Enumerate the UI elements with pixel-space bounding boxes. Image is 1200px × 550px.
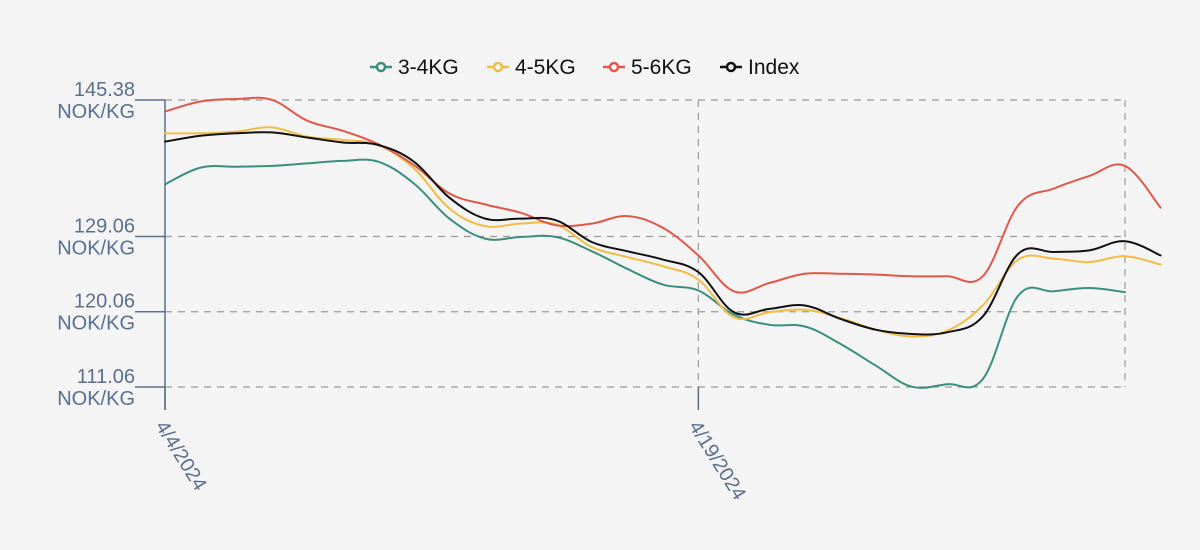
legend-marker-icon: [492, 61, 504, 73]
x-tick-label: 4/19/2024: [684, 417, 750, 504]
y-tick-unit: NOK/KG: [57, 101, 135, 123]
y-tick-value: 120.06: [74, 291, 135, 313]
y-tick-label: 145.38 NOK/KG: [57, 79, 135, 123]
legend-label: Index: [748, 56, 800, 79]
y-tick-unit: NOK/KG: [57, 313, 135, 335]
y-tick-unit: NOK/KG: [57, 237, 135, 259]
y-tick-label: 111.06 NOK/KG: [57, 366, 135, 410]
legend-label: 3-4KG: [398, 56, 459, 79]
y-tick-label: 120.06 NOK/KG: [57, 291, 135, 335]
series-line-index: [164, 131, 1162, 336]
y-tick-unit: NOK/KG: [57, 388, 135, 410]
series-lines: [164, 96, 1162, 389]
x-tick-label: 4/4/2024: [151, 417, 211, 495]
legend-item-5-6kg[interactable]: 5-6KG: [603, 56, 692, 79]
legend-label: 5-6KG: [631, 56, 692, 79]
grid: [165, 99, 1126, 388]
legend-marker-icon: [375, 61, 387, 73]
series-line-3-4kg: [164, 158, 1126, 389]
legend-label: 4-5KG: [515, 56, 576, 79]
legend-item-4-5kg[interactable]: 4-5KG: [487, 56, 576, 79]
legend-marker-icon: [725, 61, 737, 73]
legend-marker-icon: [608, 61, 620, 73]
y-tick-value: 145.38: [74, 79, 135, 101]
y-tick-value: 129.06: [74, 215, 135, 237]
legend: 3-4KG 4-5KG 5-6KG Index: [370, 56, 800, 79]
legend-item-index[interactable]: Index: [720, 56, 800, 79]
legend-item-3-4kg[interactable]: 3-4KG: [370, 56, 459, 79]
series-line-4-5kg: [164, 126, 1162, 338]
y-tick-label: 129.06 NOK/KG: [57, 215, 135, 259]
y-tick-value: 111.06: [77, 366, 135, 388]
series-line-5-6kg: [164, 96, 1162, 294]
